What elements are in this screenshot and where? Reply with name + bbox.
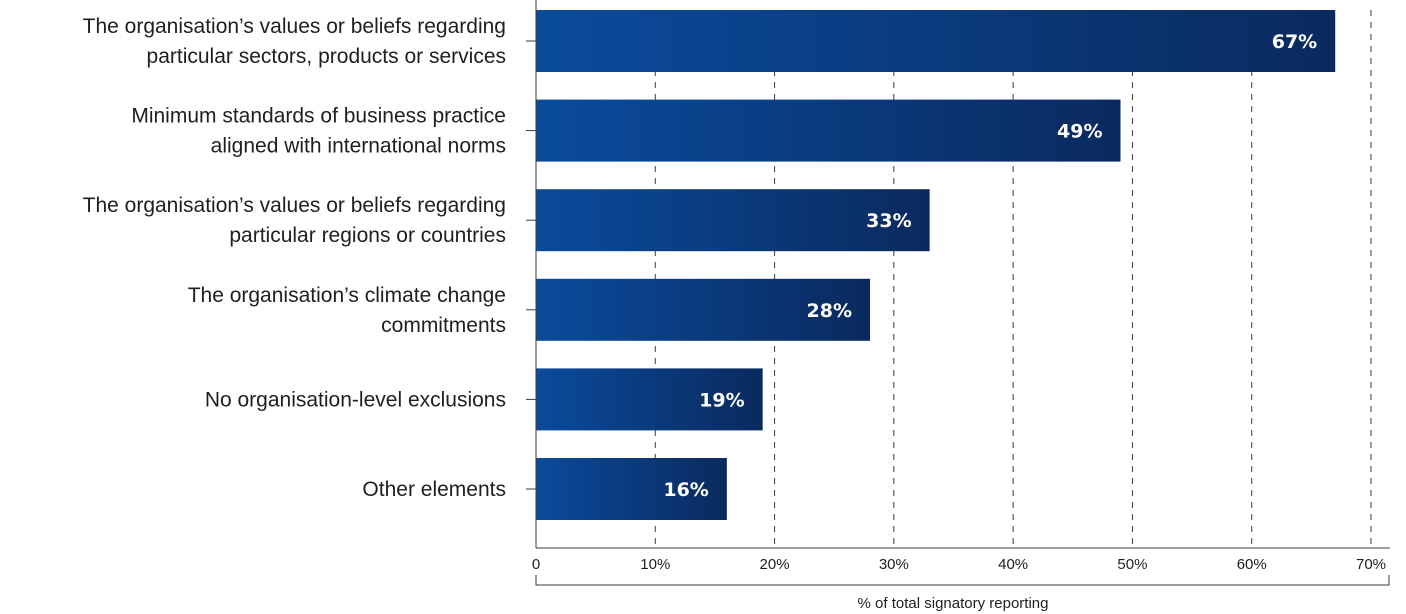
data-label: 19% xyxy=(699,389,744,411)
x-tick-label: 20% xyxy=(760,556,790,573)
bar xyxy=(536,278,870,341)
bar xyxy=(536,189,930,252)
category-label: particular sectors, products or services xyxy=(147,45,506,68)
data-label: 16% xyxy=(663,479,708,501)
data-label: 49% xyxy=(1057,121,1102,143)
bars: 67% 49% 33% 28% 19% 16% xyxy=(536,10,1336,520)
category-label: particular regions or countries xyxy=(229,224,506,247)
bar xyxy=(536,10,1336,72)
category-label: aligned with international norms xyxy=(211,135,506,158)
category-label: Other elements xyxy=(362,478,506,501)
data-label: 33% xyxy=(866,210,911,232)
category-label: commitments xyxy=(381,314,506,337)
x-axis-bracket xyxy=(535,575,1390,586)
category-label: The organisation’s values or beliefs reg… xyxy=(83,15,506,38)
x-tick-label: 10% xyxy=(640,556,670,573)
x-tick-label: 30% xyxy=(879,556,909,573)
x-tick-label: 50% xyxy=(1117,556,1147,573)
bar xyxy=(536,368,763,431)
category-labels: The organisation’s values or beliefs reg… xyxy=(83,15,506,501)
x-tick-labels: 0 10% 20% 30% 40% 50% 60% 70% xyxy=(532,556,1386,573)
x-tick-label: 70% xyxy=(1356,556,1386,573)
category-label: The organisation’s climate change xyxy=(188,284,506,307)
bar xyxy=(536,458,727,520)
x-tick-label: 60% xyxy=(1237,556,1267,573)
axes xyxy=(526,0,1390,586)
category-label: Minimum standards of business practice xyxy=(131,105,506,128)
x-tick-label: 40% xyxy=(998,556,1028,573)
x-tick-label: 0 xyxy=(532,556,540,573)
category-label: No organisation-level exclusions xyxy=(205,388,506,411)
x-axis-title: % of total signatory reporting xyxy=(858,595,1049,612)
bar xyxy=(536,99,1121,162)
data-label: 28% xyxy=(807,300,852,322)
category-label: The organisation’s values or beliefs reg… xyxy=(83,194,506,217)
data-label: 67% xyxy=(1272,31,1317,53)
